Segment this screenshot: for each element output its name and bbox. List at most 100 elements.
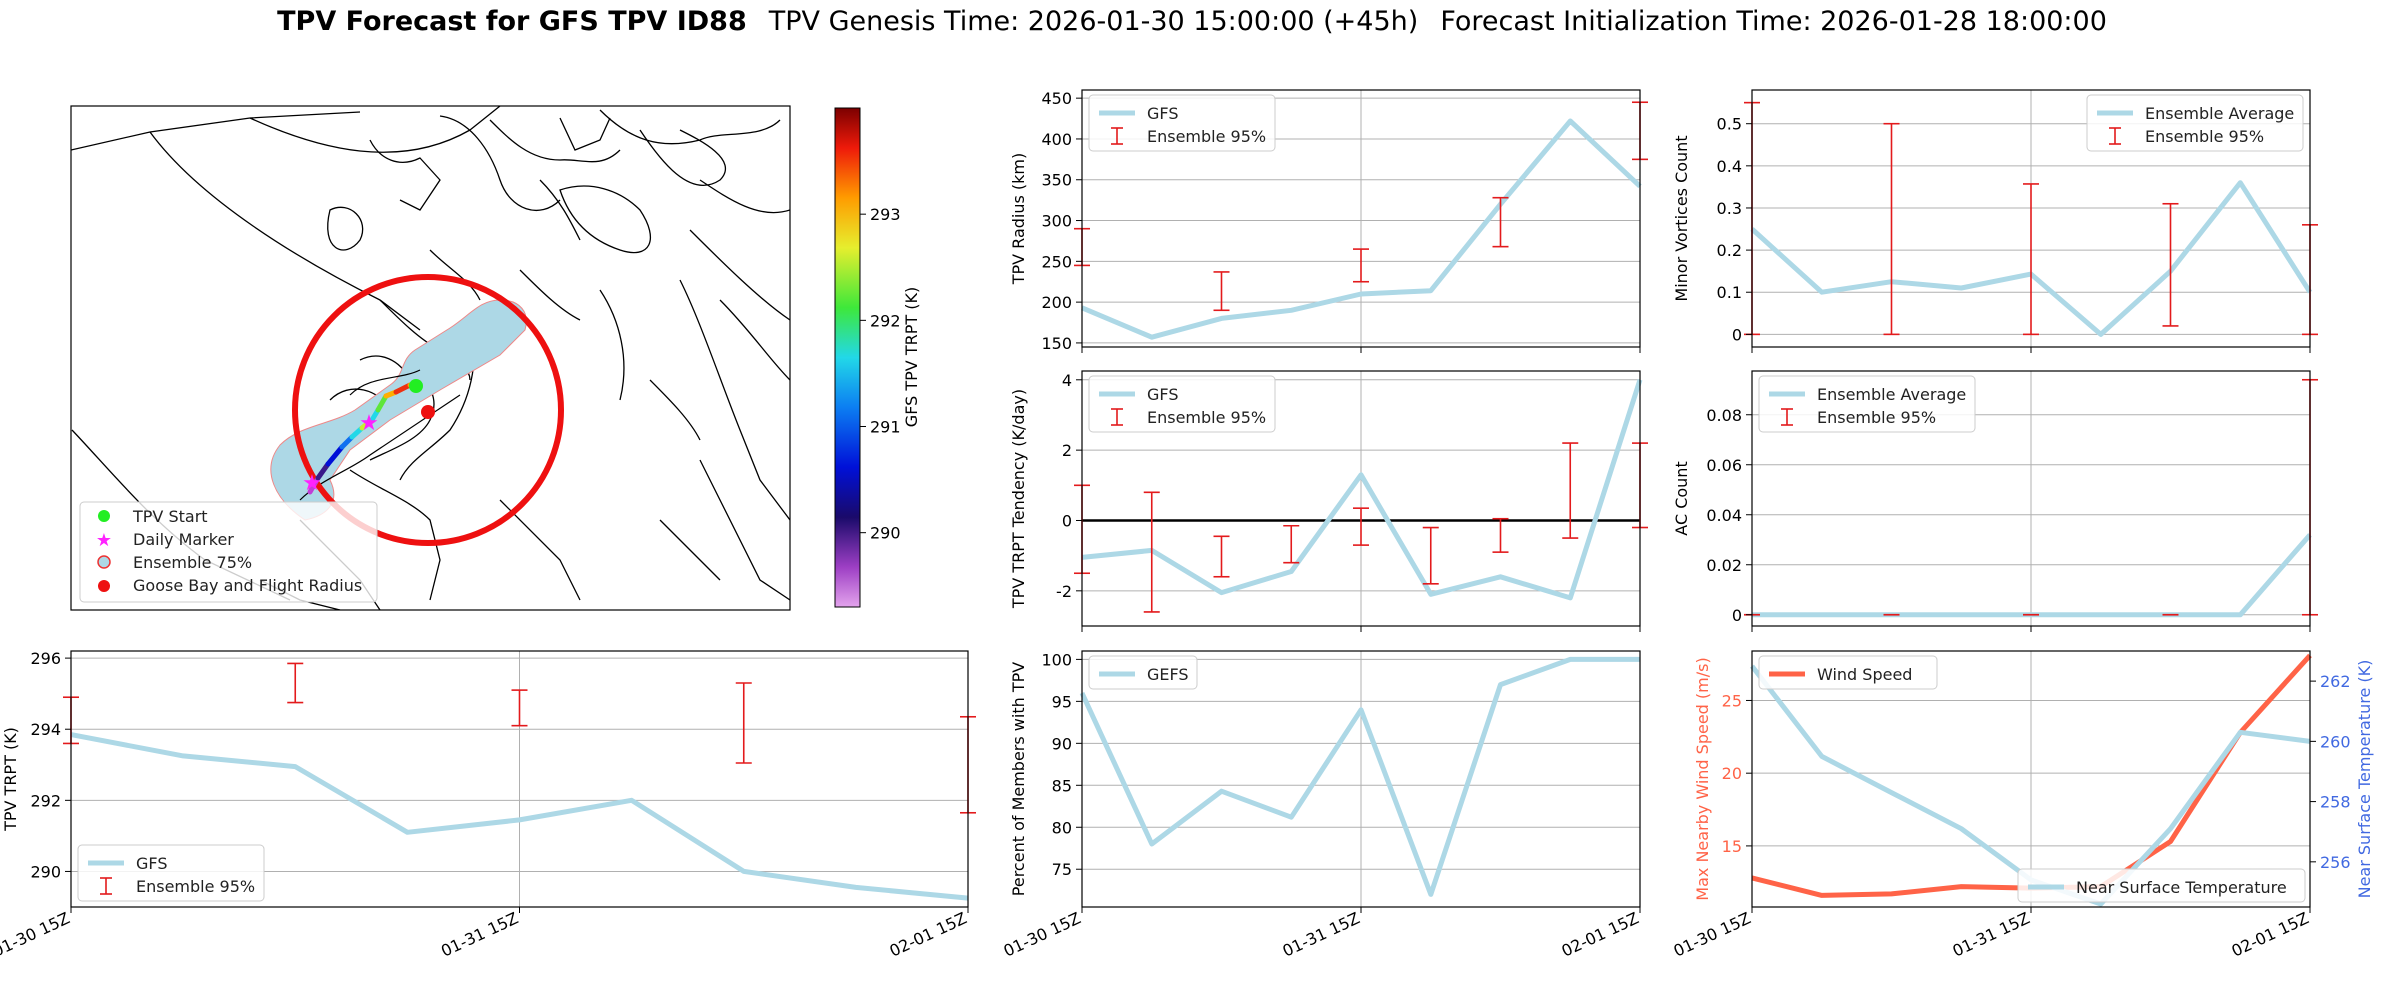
figure-title: TPV Forecast for GFS TPV ID88 TPV Genesis… <box>0 6 2384 37</box>
legend-start-icon <box>98 510 110 522</box>
y-tick-label: 290 <box>30 862 61 881</box>
legend-label: GFS <box>1147 104 1178 123</box>
wind-temp-panel: 15 20 25 01-30 15Z 01-31 15Z 02-01 15Z Max Nea… <box>1671 650 2374 961</box>
colorbar-tick-label: 293 <box>870 205 901 224</box>
legend-label: GFS <box>1147 385 1178 404</box>
y-tick-label: 0.08 <box>1706 406 1742 425</box>
legend-label: GFS <box>136 854 167 873</box>
legend-goosebay-icon <box>98 580 110 592</box>
y-tick-label: 0.04 <box>1706 506 1742 525</box>
colorbar-gradient <box>834 107 861 608</box>
series-point <box>1960 886 1962 888</box>
series-point <box>1221 317 1222 319</box>
series-point <box>1290 816 1292 818</box>
series-point <box>294 766 296 768</box>
y-tick-label: 85 <box>1052 776 1072 795</box>
y-tick-label: 250 <box>1041 252 1072 271</box>
series-point <box>182 755 184 757</box>
y-tick-label: 300 <box>1041 212 1072 231</box>
y-tick-label: 0.02 <box>1706 556 1742 575</box>
x-tick-label: 02-01 15Z <box>887 908 970 960</box>
map-frame <box>70 105 791 611</box>
colorbar-tick-label: 292 <box>870 311 901 330</box>
legend-box <box>1088 375 1276 433</box>
y-tick-label: 0.4 <box>1717 157 1742 176</box>
series-point <box>1221 790 1222 792</box>
series-point <box>1430 893 1432 895</box>
legend-label: Near Surface Temperature <box>2076 878 2287 897</box>
colorbar-tick-label: 290 <box>870 524 901 543</box>
legend-box <box>2086 94 2304 152</box>
y-axis-label: Max Nearby Wind Speed (m/s) <box>1693 657 1712 900</box>
y-tick-label: 296 <box>30 649 61 668</box>
series-point <box>1960 828 1962 830</box>
colorbar-tick-label: 291 <box>870 418 901 437</box>
series-point <box>406 831 408 833</box>
title-bold: TPV Forecast for GFS TPV ID88 <box>277 6 747 37</box>
y-tick-label: -2 <box>1056 582 1072 601</box>
y2-tick-label: 260 <box>2320 732 2351 751</box>
series-point <box>1569 597 1571 599</box>
daily-marker-2: ★ <box>302 471 322 496</box>
tendency-panel: -2 0 2 4 TPV TRPT Tendency (K/day) GFS Ensembl… <box>1009 370 1648 632</box>
y-tick-label: 80 <box>1052 818 1072 837</box>
series-point <box>1960 614 1962 616</box>
percent-members-panel: 75 80 85 90 95 100 01-30 15Z 01-31 15Z 02-01 15Z… <box>1001 650 1642 960</box>
map-coastlines <box>71 106 790 610</box>
y-tick-label: 4 <box>1062 371 1072 390</box>
daily-marker-1: ★ <box>359 411 379 436</box>
y-tick-label: 2 <box>1062 441 1072 460</box>
legend-label: Ensemble Average <box>1817 385 1966 404</box>
ensemble-75-region <box>270 299 527 521</box>
title-init: Forecast Initialization Time: 2026-01-28… <box>1440 6 2107 37</box>
map-legend-box <box>79 501 378 603</box>
series-point <box>1290 570 1292 572</box>
legend-label: Ensemble Average <box>2145 104 2294 123</box>
y2-tick-label: 256 <box>2320 853 2351 872</box>
title-genesis: TPV Genesis Time: 2026-01-30 15:00:00 (+… <box>768 6 1419 37</box>
y-tick-label: 0.06 <box>1706 456 1742 475</box>
y-axis-label: TPV Radius (km) <box>1009 153 1028 286</box>
y-tick-label: 0.5 <box>1717 115 1742 134</box>
y-tick-label: 150 <box>1041 334 1072 353</box>
y-tick-label: 95 <box>1052 692 1072 711</box>
y-tick-label: 400 <box>1041 130 1072 149</box>
trpt-panel: 290 292 294 296 01-30 15Z 01-31 15Z 02-01 15Z T… <box>0 649 976 961</box>
series-point <box>1221 592 1222 594</box>
series-point <box>1821 755 1823 757</box>
map-panel: ★ ★ TPV Start ★ Daily Marker Ensemble 75… <box>70 105 921 611</box>
y-tick-label: 75 <box>1052 860 1072 879</box>
ac-count-panel: 0 0.02 0.04 0.06 0.08 AC Count Ensemble Averag… <box>1672 370 2318 632</box>
y-tick-label: 0.3 <box>1717 199 1742 218</box>
series-point <box>1430 593 1432 595</box>
y2-tick-label: 258 <box>2320 793 2351 812</box>
series-point <box>1821 894 1823 896</box>
series-point <box>2239 731 2241 733</box>
flight-radius-circle <box>292 274 564 546</box>
series-point <box>1360 474 1362 476</box>
y-axis-label: Percent of Members with TPV <box>1009 662 1028 896</box>
legend-label: Ensemble 95% <box>1147 408 1266 427</box>
x-tick-label: 02-01 15Z <box>1559 908 1642 960</box>
series-point <box>855 886 857 888</box>
series-point <box>1500 576 1501 578</box>
y-tick-label: 90 <box>1052 734 1072 753</box>
y-tick-label: 200 <box>1041 293 1072 312</box>
x-tick-label: 01-31 15Z <box>438 908 521 960</box>
y-tick-label: 15 <box>1722 837 1742 856</box>
y-tick-label: 350 <box>1041 171 1072 190</box>
series-point <box>2100 903 2102 905</box>
legend-box <box>1088 655 1198 690</box>
series-point <box>1821 291 1823 293</box>
series-point <box>2239 182 2241 184</box>
y-tick-label: 0 <box>1062 511 1072 530</box>
legend-box <box>1758 655 1938 690</box>
y-tick-label: 25 <box>1722 691 1742 710</box>
goose-bay-marker <box>421 405 435 419</box>
map-legend: TPV Start ★ Daily Marker Ensemble 75% Go… <box>79 501 378 603</box>
legend-box <box>2017 868 2306 903</box>
y-tick-label: 100 <box>1041 650 1072 669</box>
tpv-start-marker <box>409 379 423 393</box>
y-tick-label: 450 <box>1041 89 1072 108</box>
